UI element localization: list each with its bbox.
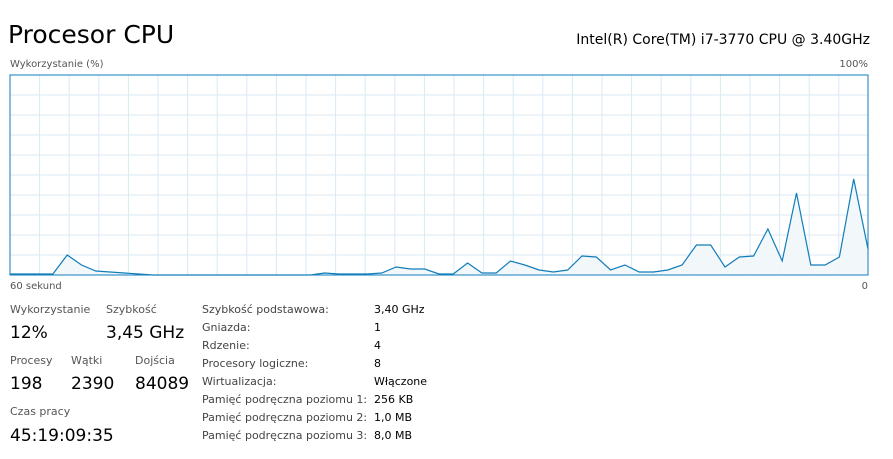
stat-label: Dojścia: [135, 354, 175, 367]
detail-value: 3,40 GHz: [374, 303, 425, 316]
stat-label: Szybkość: [106, 303, 157, 316]
detail-value: 1,0 MB: [374, 411, 412, 424]
chart-border: [9, 74, 869, 276]
detail-label: Pamięć podręczna poziomu 2:: [202, 411, 367, 424]
title: Procesor CPU: [8, 20, 174, 49]
detail-value: 4: [374, 339, 381, 352]
x-tick-label: 60 sekund: [10, 281, 62, 292]
detail-value: 8,0 MB: [374, 429, 412, 442]
detail-value: 1: [374, 321, 381, 334]
detail-label: Wirtualizacja:: [202, 375, 276, 388]
x-tick-label: 0: [862, 281, 868, 292]
y-tick-label: 100%: [839, 59, 868, 70]
details: Szybkość podstawowa: 3,40 GHz Gniazda: 1 Rdz…: [202, 303, 427, 442]
area: [10, 179, 868, 275]
stat-value: 2390: [71, 374, 114, 394]
stat-value: 45:19:09:35: [10, 426, 114, 446]
detail-value: Włączone: [374, 375, 427, 388]
stat-label: Wątki: [71, 354, 102, 367]
detail-label: Pamięć podręczna poziomu 3:: [202, 429, 367, 442]
plot: [10, 178, 869, 276]
stat-value: 84089: [135, 374, 189, 394]
stat-label: Wykorzystanie: [10, 303, 91, 316]
detail-label: Gniazda:: [202, 321, 251, 334]
processor-name: Intel(R) Core(TM) i7-3770 CPU @ 3.40GHz: [576, 32, 870, 48]
detail-label: Pamięć podręczna poziomu 1:: [202, 393, 367, 406]
detail-label: Szybkość podstawowa:: [202, 303, 329, 316]
detail-label: Rdzenie:: [202, 339, 250, 352]
stat-value: 12%: [10, 323, 48, 343]
detail-label: Procesory logiczne:: [202, 357, 308, 370]
detail-value: 256 KB: [374, 393, 413, 406]
y-axis-label: Wykorzystanie (%): [10, 59, 104, 70]
stat-value: 3,45 GHz: [106, 323, 184, 343]
grid: [10, 75, 868, 275]
detail-value: 8: [374, 357, 381, 370]
stat-label: Czas pracy: [10, 405, 71, 418]
stat-label: Procesy: [10, 354, 53, 367]
stat-value: 198: [10, 374, 42, 394]
